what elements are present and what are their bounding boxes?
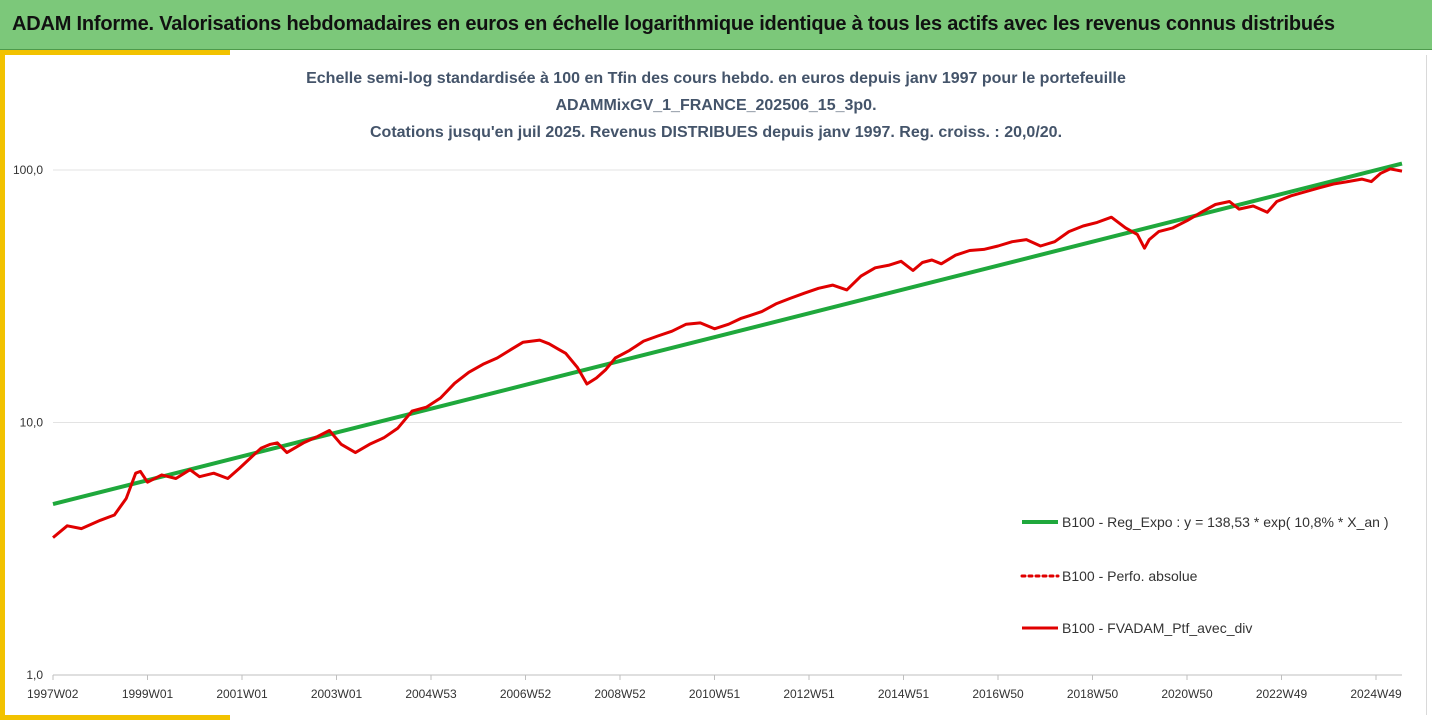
chart-title-line-3: Cotations jusqu'en juil 2025. Revenus DI… [369, 124, 1063, 141]
x-tick-label: 1999W01 [122, 687, 174, 701]
x-tick-label: 2024W49 [1350, 687, 1402, 701]
legend-entry: B100 - Perfo. absolue [1062, 568, 1198, 584]
x-tick-label: 2016W50 [972, 687, 1024, 701]
portfolio-line [52, 167, 1403, 539]
chart-frame [5, 55, 1427, 715]
x-tick-label: 2010W51 [689, 687, 741, 701]
x-tick-label: 2020W50 [1161, 687, 1213, 701]
accent-bar-top [0, 50, 230, 55]
legend-entry: B100 - Reg_Expo : y = 138,53 * exp( 10,8… [1062, 514, 1388, 530]
x-tick-label: 2006W52 [500, 687, 552, 701]
report-title: ADAM Informe. Valorisations hebdomadaire… [12, 13, 1335, 35]
x-tick-label: 2004W53 [405, 687, 457, 701]
x-tick-label: 2014W51 [878, 687, 930, 701]
accent-bar-bottom [0, 715, 230, 720]
y-tick-label: 100,0 [13, 163, 43, 177]
x-tick-label: 2008W52 [594, 687, 646, 701]
report-banner: ADAM Informe. Valorisations hebdomadaire… [0, 0, 1432, 50]
legend-entry: B100 - FVADAM_Ptf_avec_div [1062, 620, 1252, 636]
chart-title-line-1: Echelle semi-log standardisée à 100 en T… [306, 70, 1126, 87]
regression-line [52, 161, 1403, 507]
axis-layer: 1,0 10,0 100,0 1997W02 1999W01 2001W01 2003W01… [13, 163, 1402, 701]
x-tick-label: 2001W01 [216, 687, 268, 701]
grid-layer [53, 169, 1402, 423]
x-tick-label: 2003W01 [311, 687, 363, 701]
x-tick-label: 1997W02 [27, 687, 79, 701]
x-tick-label: 2018W50 [1067, 687, 1119, 701]
legend-layer: B100 - Reg_Expo : y = 138,53 * exp( 10,8… [1020, 514, 1388, 636]
y-tick-label: 10,0 [20, 416, 44, 430]
x-tick-label: 2022W49 [1256, 687, 1308, 701]
y-tick-label: 1,0 [26, 668, 43, 682]
chart-title-line-2: ADAMMixGV_1_FRANCE_202506_15_3p0. [555, 97, 877, 114]
series-layer [52, 161, 1403, 539]
x-tick-label: 2012W51 [783, 687, 835, 701]
accent-bar-left [0, 50, 5, 720]
